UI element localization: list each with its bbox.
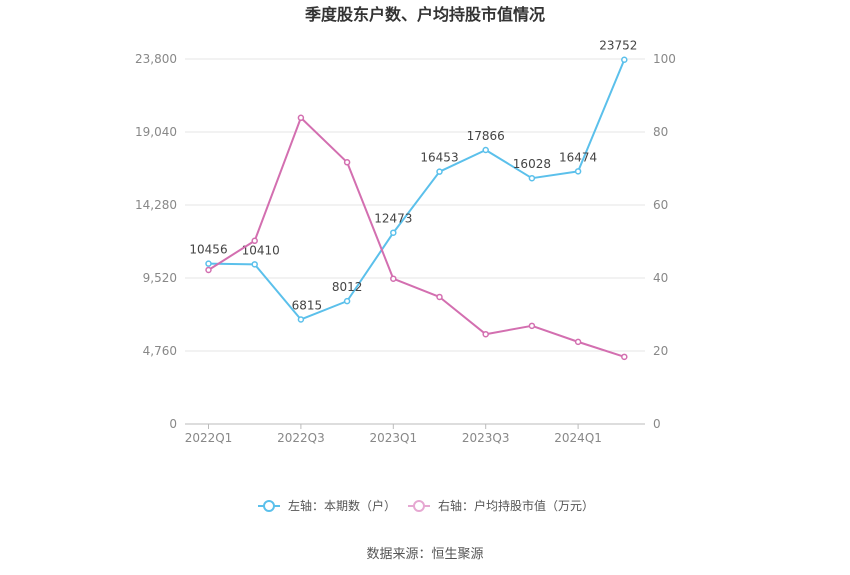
x-tick-label: 2023Q3 (462, 431, 510, 445)
data-point-avg-value (343, 159, 351, 166)
grid-lines (185, 58, 645, 425)
x-tick-label: 2023Q1 (369, 431, 417, 445)
left-tick-label: 4,760 (143, 344, 177, 358)
data-label: 10456 (189, 243, 227, 257)
right-tick-label: 100 (653, 52, 676, 66)
data-label: 6815 (292, 298, 323, 312)
legend-item-avg-value[interactable]: 右轴：户均持股市值（万元） (408, 498, 594, 513)
left-tick-label: 0 (169, 417, 177, 431)
data-point-avg-value (297, 114, 305, 122)
data-label: 17866 (467, 129, 505, 143)
legend-marker-households (263, 500, 275, 512)
left-axis: 0 4,760 9,520 14,280 19,040 23,800 (135, 52, 177, 431)
data-point-avg-value (621, 353, 628, 361)
x-axis: 2022Q1 2022Q3 2023Q1 2023Q3 2024Q1 (185, 424, 602, 445)
chart-title: 季度股东户数、户均持股市值情况 (304, 5, 545, 24)
data-point-households (390, 229, 397, 236)
series-group: 10456 10410 6815 8012 12473 16453 17866 16028 16… (189, 39, 637, 361)
data-point-households (436, 168, 443, 175)
right-tick-label: 80 (653, 125, 668, 139)
data-point-households (482, 146, 489, 154)
left-tick-label: 19,040 (135, 125, 177, 139)
data-label: 8012 (332, 280, 363, 294)
series-line-households (208, 59, 626, 321)
data-point-households (205, 260, 212, 267)
data-label: 10410 (242, 243, 280, 257)
right-tick-label: 0 (653, 417, 661, 431)
data-label: 16453 (420, 151, 458, 165)
right-tick-label: 40 (653, 271, 668, 285)
data-point-households (528, 174, 536, 182)
left-tick-label: 9,520 (143, 271, 177, 285)
left-tick-label: 14,280 (135, 198, 177, 212)
data-point-households (343, 297, 351, 305)
legend-item-households[interactable]: 左轴：本期数（户） (258, 498, 396, 513)
source-note: 数据来源：恒生聚源 (366, 547, 483, 562)
left-tick-label: 23,800 (135, 52, 177, 66)
data-point-households (251, 261, 258, 268)
data-point-avg-value (482, 330, 489, 338)
x-tick-label: 2022Q1 (185, 431, 233, 445)
data-point-avg-value (251, 237, 258, 245)
legend: 左轴：本期数（户） 右轴：户均持股市值（万元） (258, 498, 594, 513)
x-tick-label: 2024Q1 (554, 431, 602, 445)
data-point-avg-value (390, 275, 397, 282)
data-label: 16028 (513, 157, 551, 171)
legend-marker-avg-value (413, 500, 425, 512)
data-point-avg-value (436, 293, 443, 301)
right-tick-label: 60 (653, 198, 668, 212)
series-line-avg-value (207, 116, 625, 358)
data-point-avg-value (528, 322, 536, 330)
data-point-households (621, 56, 628, 63)
data-point-avg-value (574, 338, 582, 346)
data-label: 16474 (559, 150, 597, 164)
data-point-households (574, 168, 582, 175)
right-axis: 0 20 40 60 80 100 (653, 52, 676, 431)
data-point-households (297, 316, 305, 323)
data-label: 12473 (374, 212, 412, 226)
legend-label-avg-value: 右轴：户均持股市值（万元） (438, 498, 594, 513)
data-label: 23752 (599, 39, 637, 53)
data-point-avg-value (205, 266, 212, 274)
x-tick-label: 2022Q3 (277, 431, 325, 445)
legend-label-households: 左轴：本期数（户） (288, 498, 396, 513)
right-tick-label: 20 (653, 344, 668, 358)
